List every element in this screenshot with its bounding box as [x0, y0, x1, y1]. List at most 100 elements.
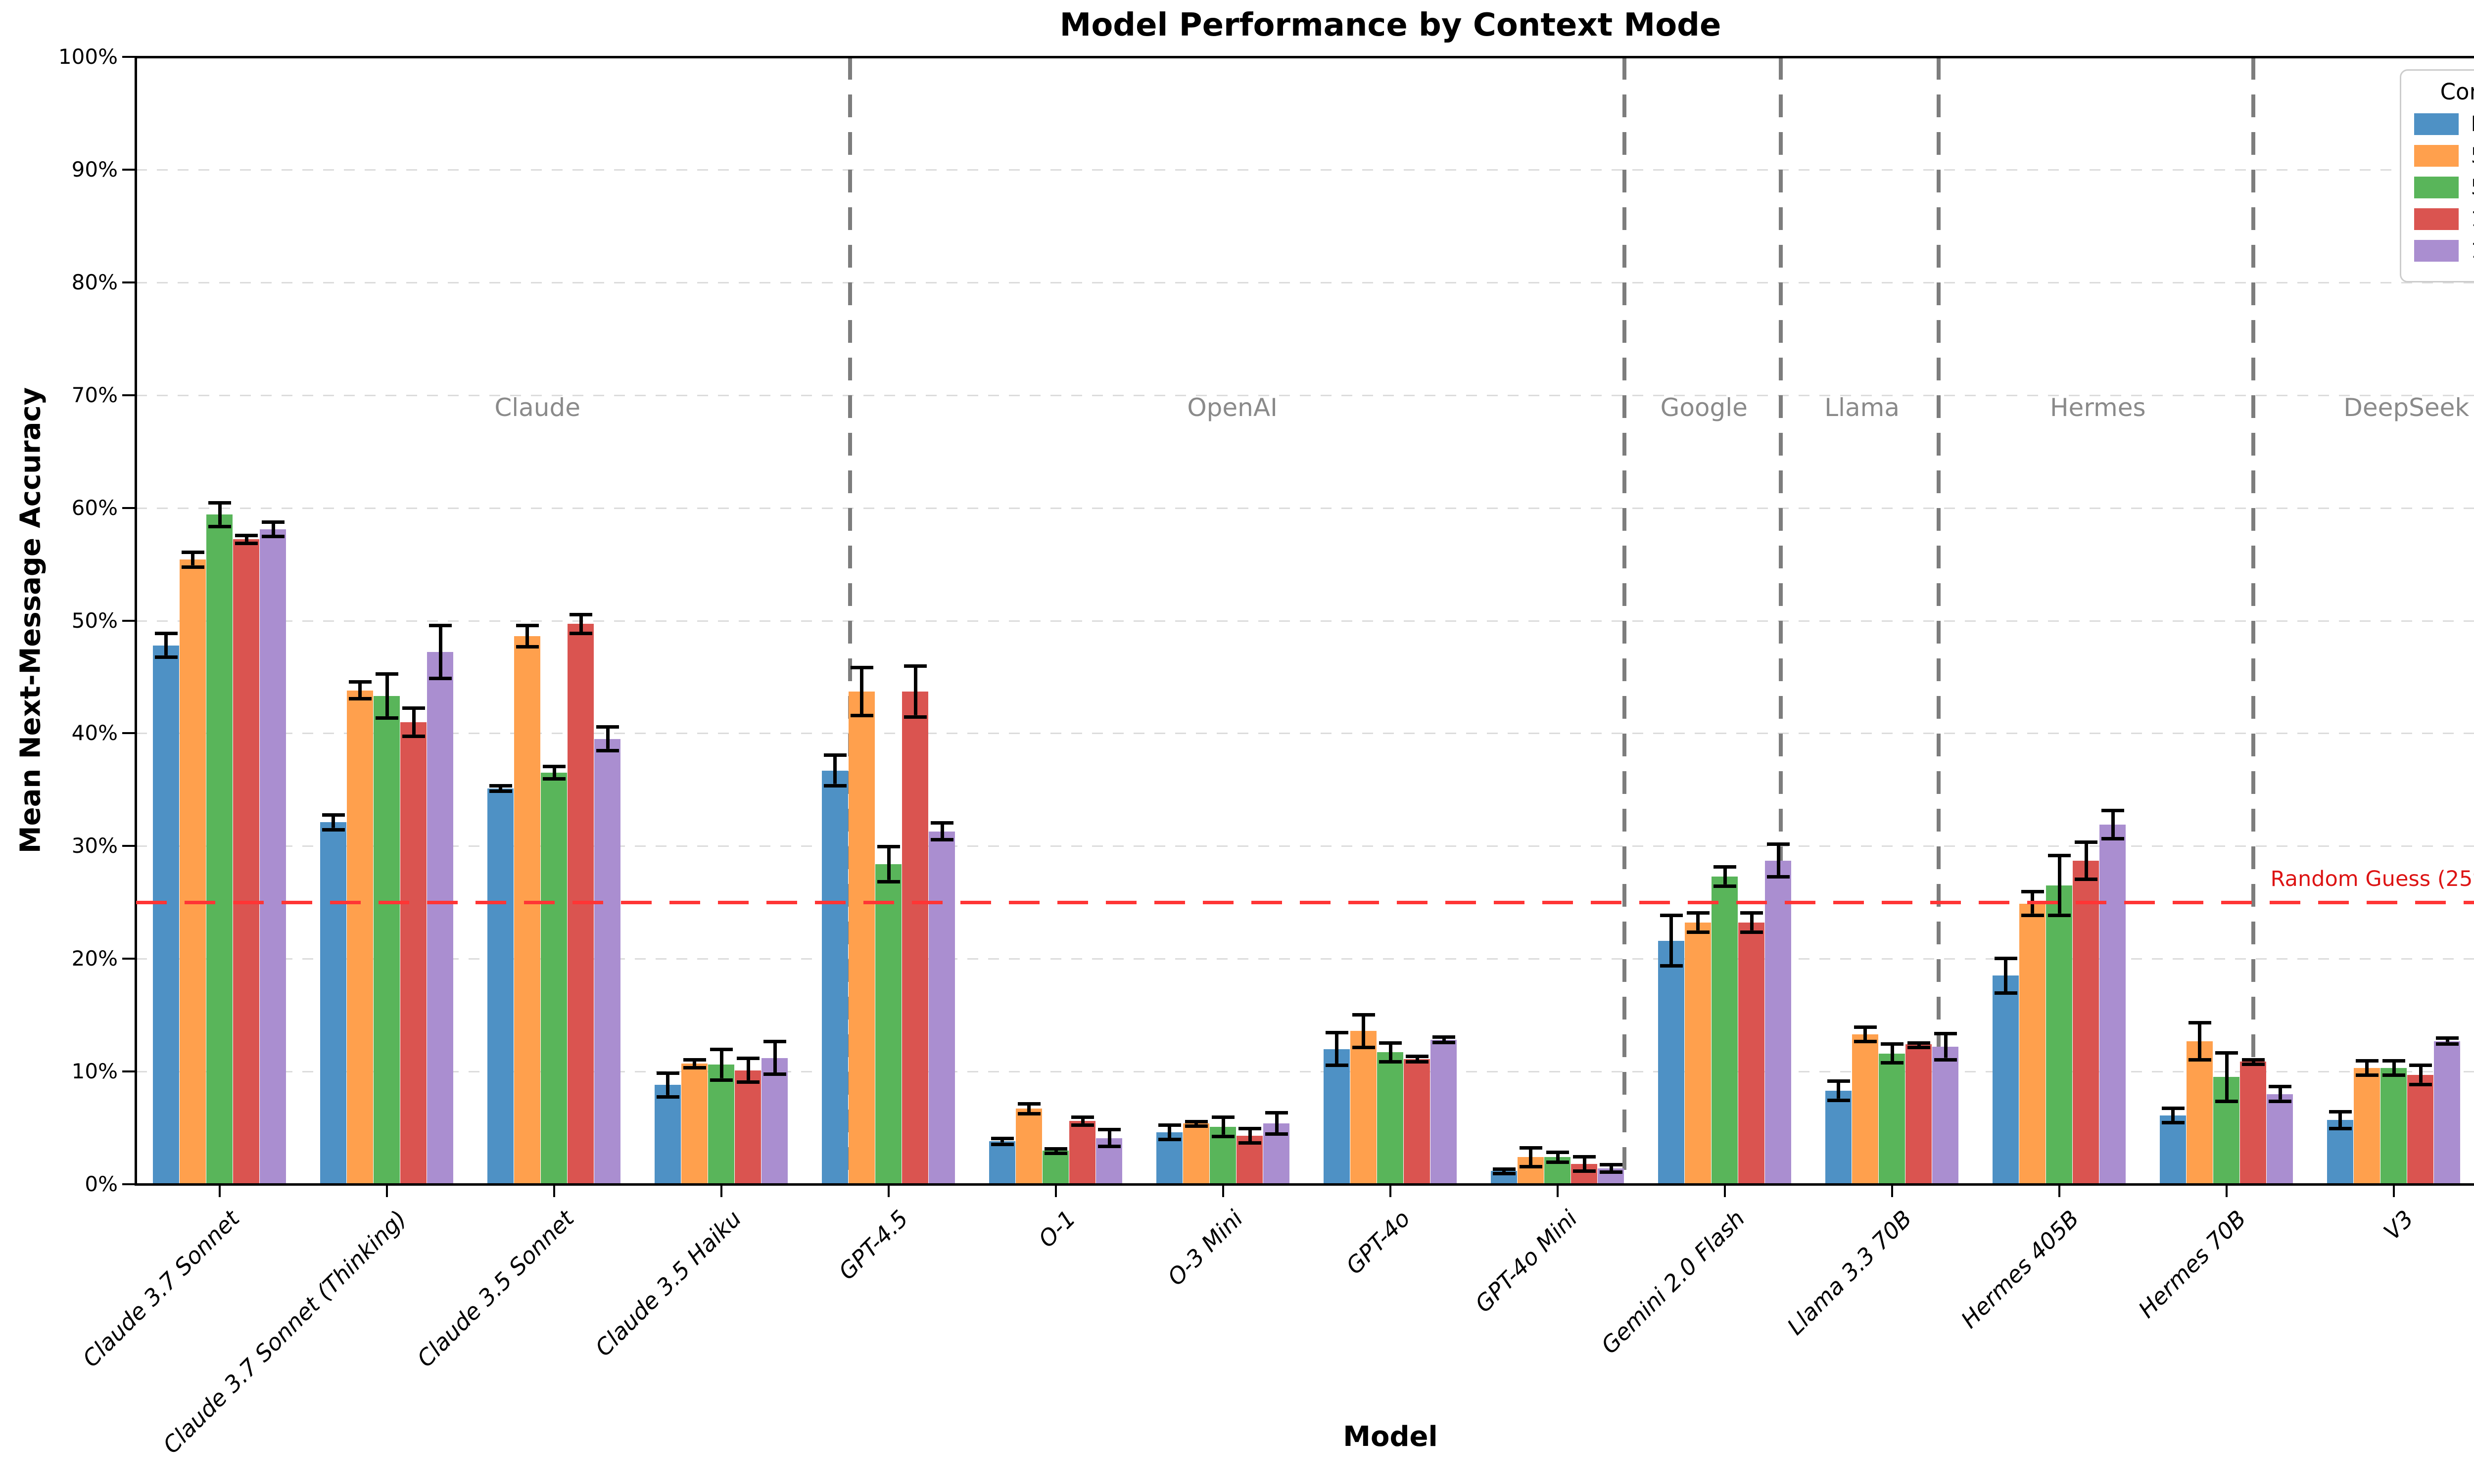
gridline — [136, 620, 2474, 622]
y-tick-mark — [122, 168, 135, 171]
legend: Context Mode No Context 50 Raw 50 Summary 1… — [2400, 69, 2474, 282]
error-bar — [1379, 1041, 1402, 1064]
provider-separator — [1937, 57, 1941, 1184]
bar-50-raw — [2186, 1041, 2213, 1184]
bar-100-summary — [427, 652, 454, 1184]
bar-50-raw — [1684, 923, 1711, 1184]
bar-no-context — [654, 1085, 681, 1184]
provider-label-openai: OpenAI — [1187, 393, 1278, 422]
x-tick-label-6: O-3 Mini — [1162, 1205, 1248, 1291]
error-bar — [2161, 1106, 2185, 1125]
bar-no-context — [1825, 1090, 1852, 1184]
x-tick-mark — [2058, 1184, 2060, 1197]
error-bar — [1238, 1126, 1262, 1145]
legend-entry: No Context — [2414, 112, 2474, 137]
bar-100-raw — [1905, 1044, 1932, 1184]
error-bar — [1519, 1146, 1542, 1169]
bar-100-raw — [735, 1070, 761, 1184]
error-bar — [850, 665, 873, 718]
spine-bottom — [136, 1183, 2474, 1186]
gridline — [136, 1071, 2474, 1073]
x-tick-label-10: Llama 3.3 70B — [1782, 1205, 1917, 1341]
gridline — [136, 733, 2474, 735]
x-tick-label-3: Claude 3.5 Haiku — [589, 1205, 747, 1362]
legend-title: Context Mode — [2440, 79, 2474, 105]
random-guess-label: Random Guess (25%) — [2270, 867, 2474, 892]
y-tick-label: 20% — [71, 946, 118, 971]
y-tick-mark — [122, 732, 135, 735]
error-bar — [154, 632, 178, 659]
y-tick-label: 0% — [85, 1172, 118, 1196]
x-tick-mark — [2226, 1184, 2228, 1197]
provider-label-deepseek: DeepSeek — [2343, 393, 2470, 422]
legend-swatch-icon — [2414, 177, 2459, 198]
bar-50-raw — [2353, 1068, 2380, 1184]
error-bar — [737, 1057, 760, 1084]
bar-50-raw — [1183, 1123, 1209, 1184]
error-bar — [1185, 1120, 1208, 1128]
x-tick-mark — [1891, 1184, 1893, 1197]
bar-50-raw — [2019, 903, 2046, 1184]
error-bar — [348, 680, 372, 701]
bar-50-raw — [1350, 1031, 1377, 1184]
bar-no-context — [821, 770, 848, 1184]
error-bar — [2215, 1051, 2238, 1103]
error-bar — [1045, 1147, 1067, 1155]
bar-50-raw — [848, 692, 875, 1184]
error-bar — [2436, 1036, 2459, 1046]
chart-title: Model Performance by Context Mode — [1059, 7, 1721, 44]
x-tick-mark — [1222, 1184, 1224, 1197]
legend-entry: 100 Summary — [2414, 238, 2474, 263]
bar-50-summary — [540, 773, 568, 1184]
x-tick-label-7: GPT-4o — [1340, 1205, 1416, 1280]
gridline — [136, 958, 2474, 960]
gridline — [136, 394, 2474, 396]
y-tick-label: 100% — [58, 45, 118, 69]
x-tick-mark — [1724, 1184, 1726, 1197]
error-bar — [262, 520, 285, 539]
bar-no-context — [487, 788, 514, 1184]
error-bar — [1406, 1054, 1429, 1064]
bar-100-summary — [1765, 860, 1792, 1184]
y-tick-mark — [122, 394, 135, 396]
y-tick-label: 90% — [71, 157, 118, 182]
y-tick-label: 80% — [71, 270, 118, 294]
error-bar — [1660, 914, 1683, 968]
error-bar — [376, 672, 398, 720]
random-guess-line — [136, 901, 2474, 905]
legend-swatch-icon — [2414, 208, 2459, 230]
spine-top — [136, 56, 2474, 58]
error-bar — [402, 706, 426, 738]
error-bar — [1686, 911, 1710, 934]
x-tick-mark — [1389, 1184, 1391, 1197]
error-bar — [1017, 1102, 1041, 1115]
bar-100-raw — [233, 539, 260, 1184]
y-tick-mark — [122, 845, 135, 847]
error-bar — [2188, 1020, 2211, 1062]
error-bar — [823, 753, 847, 788]
gridline — [136, 845, 2474, 847]
error-bar — [1265, 1111, 1288, 1136]
error-bar — [904, 664, 927, 719]
bar-50-raw — [346, 690, 373, 1184]
error-bar — [1994, 956, 2017, 995]
error-bar — [181, 551, 204, 569]
legend-swatch-icon — [2414, 113, 2459, 135]
legend-entry-label: No Context — [2471, 112, 2474, 137]
legend-entry: 50 Raw — [2414, 143, 2474, 168]
bar-50-summary — [373, 696, 400, 1184]
error-bar — [877, 845, 900, 883]
bar-100-raw — [400, 722, 427, 1184]
y-tick-label: 70% — [71, 382, 118, 407]
error-bar — [235, 534, 258, 545]
y-tick-mark — [122, 56, 135, 58]
y-tick-label: 30% — [71, 834, 118, 858]
error-bar — [710, 1048, 733, 1082]
bar-100-summary — [1430, 1040, 1457, 1184]
bar-no-context — [1323, 1049, 1350, 1184]
error-bar — [570, 612, 593, 636]
provider-separator — [1622, 57, 1627, 1184]
provider-label-claude: Claude — [494, 393, 581, 422]
error-bar — [2382, 1059, 2405, 1077]
bar-100-raw — [2240, 1061, 2267, 1184]
